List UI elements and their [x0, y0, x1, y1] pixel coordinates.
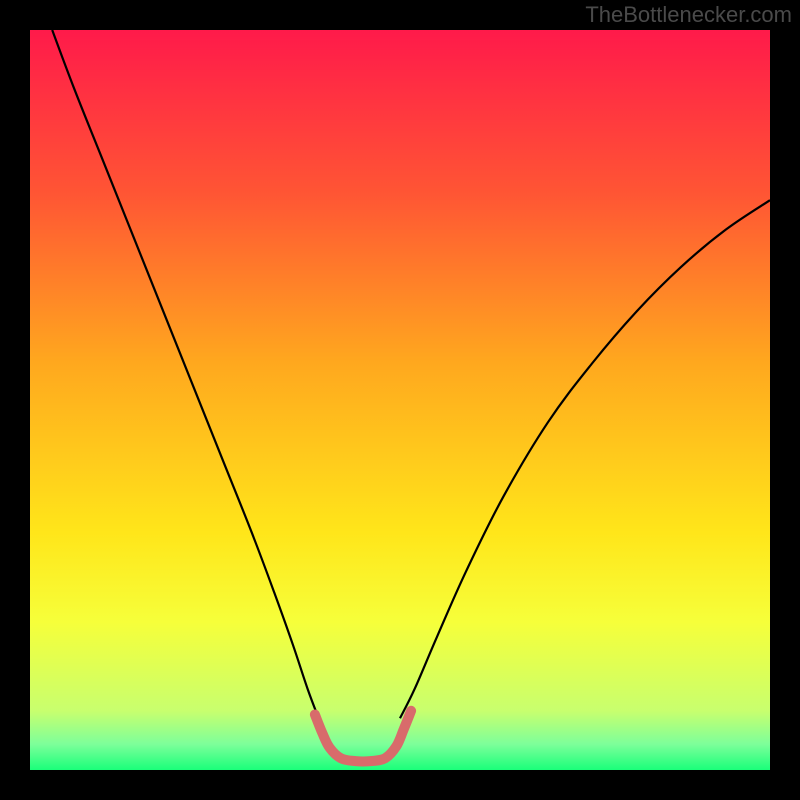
watermark-text: TheBottlenecker.com: [585, 2, 792, 28]
chart-plot-area: [30, 30, 770, 770]
